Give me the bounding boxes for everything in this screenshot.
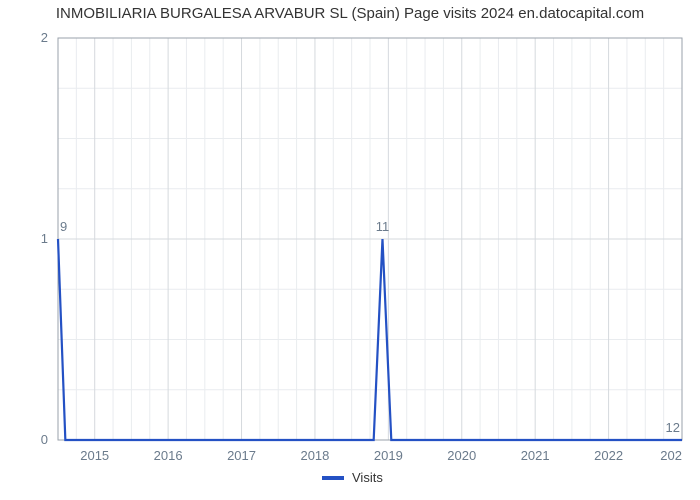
x-tick-label: 2017	[227, 448, 256, 463]
data-point-label: 12	[666, 420, 680, 435]
chart-bg	[0, 0, 700, 500]
x-tick-label: 2021	[521, 448, 550, 463]
data-point-label: 9	[60, 219, 67, 234]
x-tick-label: 2016	[154, 448, 183, 463]
x-tick-label: 2019	[374, 448, 403, 463]
legend-label: Visits	[352, 470, 383, 485]
x-tick-label: 2018	[300, 448, 329, 463]
legend-swatch	[322, 476, 344, 480]
y-tick-label: 0	[41, 432, 48, 447]
chart-title: INMOBILIARIA BURGALESA ARVABUR SL (Spain…	[56, 5, 644, 22]
y-tick-label: 1	[41, 231, 48, 246]
data-point-label: 11	[376, 219, 390, 234]
x-tick-label: 2015	[80, 448, 109, 463]
x-tick-label: 2020	[447, 448, 476, 463]
x-tick-label-partial: 202	[660, 448, 682, 463]
y-tick-label: 2	[41, 30, 48, 45]
visits-line-chart: INMOBILIARIA BURGALESA ARVABUR SL (Spain…	[0, 0, 700, 500]
x-tick-label: 2022	[594, 448, 623, 463]
